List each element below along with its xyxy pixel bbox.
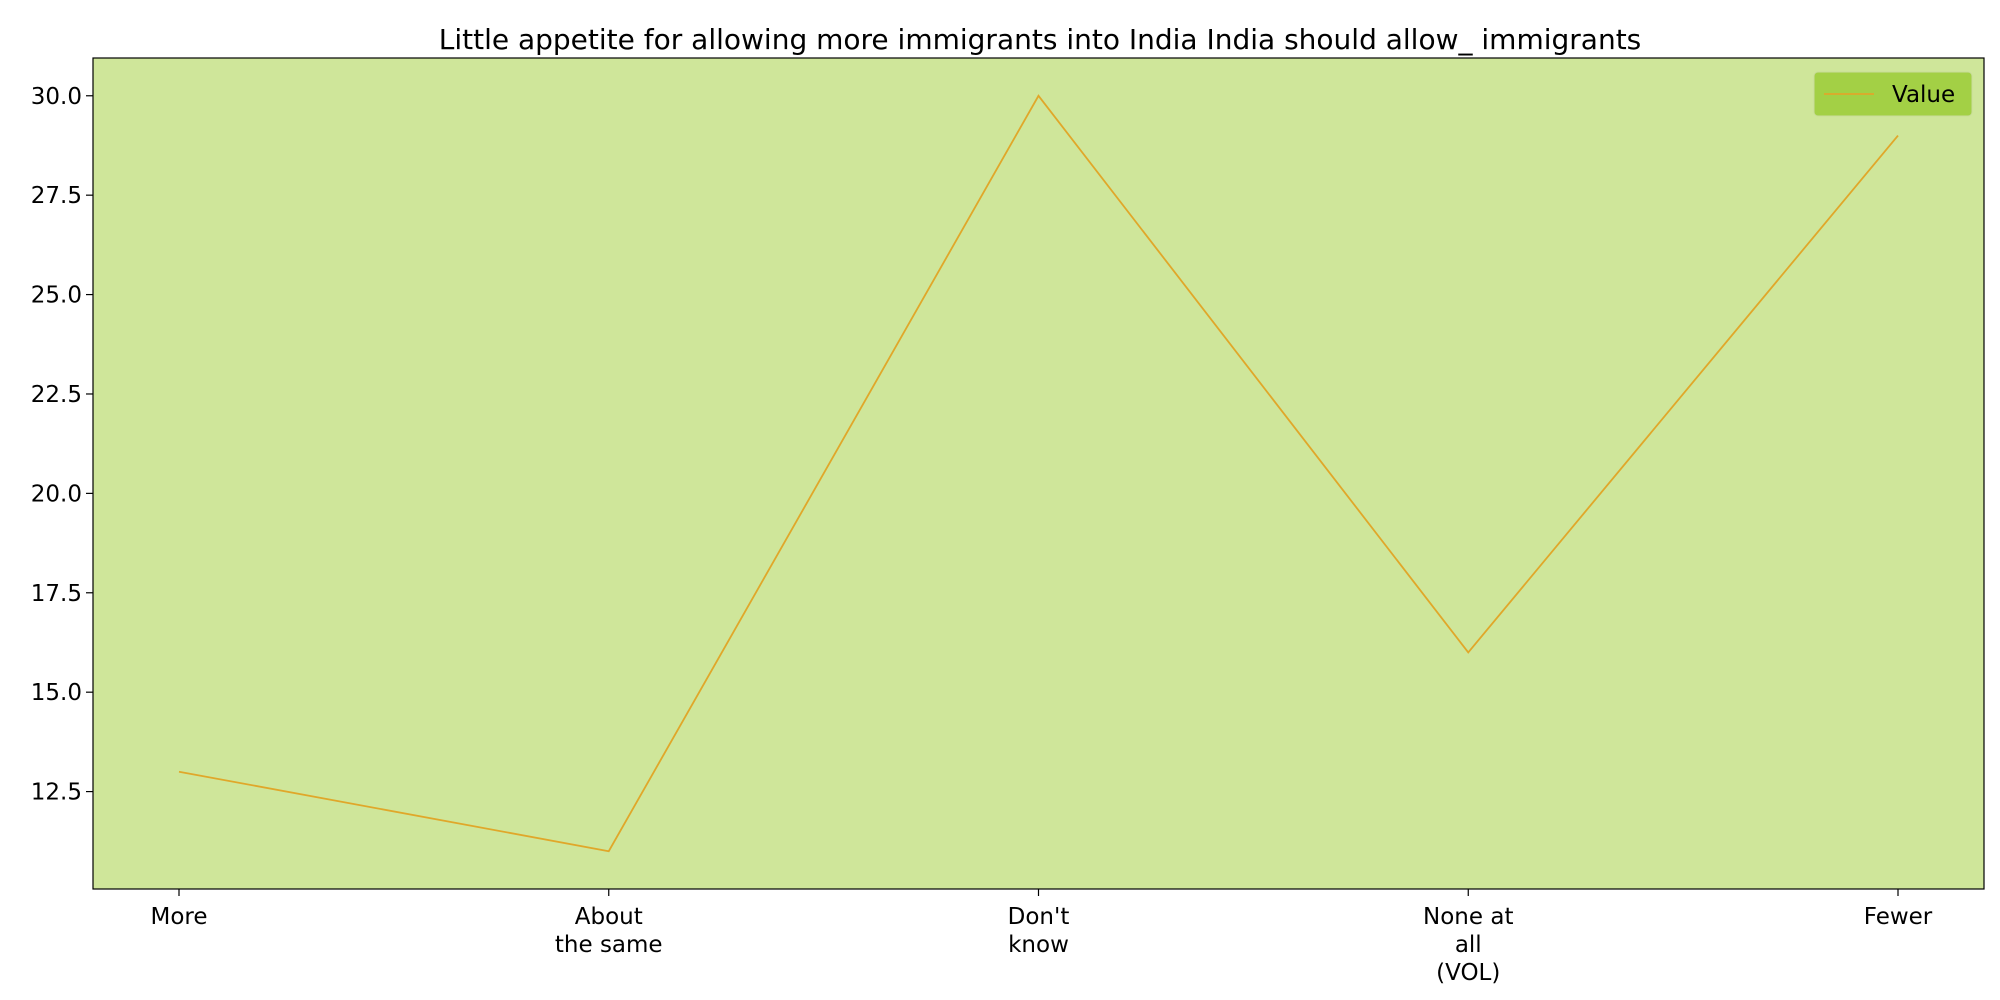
y-tick-label: 17.5 — [31, 581, 82, 607]
legend: Value — [1813, 71, 1973, 117]
legend-label: Value — [1892, 82, 1955, 108]
series-layer — [178, 94, 1899, 853]
y-axis: 12.5 15.0 17.5 20.0 22.5 25.0 27.5 30.0 — [31, 84, 93, 806]
y-tick-label: 15.0 — [31, 680, 82, 706]
x-axis: More About the same Don't know None at all (VOL… — [150, 889, 1933, 986]
x-tick-label: More — [150, 904, 207, 930]
chart-title: Little appetite for allowing more immigr… — [439, 23, 1642, 56]
x-tick-label: Don't know — [1008, 904, 1070, 958]
y-tick-label: 20.0 — [31, 481, 82, 507]
legend-box — [1813, 71, 1973, 117]
x-tick-label: None at all (VOL) — [1423, 904, 1513, 986]
y-tick-label: 25.0 — [31, 283, 82, 309]
plot-frame — [92, 57, 1985, 890]
x-tick-label: About the same — [555, 904, 663, 958]
y-tick-label: 30.0 — [31, 84, 82, 110]
y-tick-label: 27.5 — [31, 183, 82, 209]
plot-area — [93, 58, 1984, 889]
y-tick-label: 12.5 — [31, 780, 82, 806]
y-tick-label: 22.5 — [31, 382, 82, 408]
x-tick-label: Fewer — [1864, 904, 1933, 930]
